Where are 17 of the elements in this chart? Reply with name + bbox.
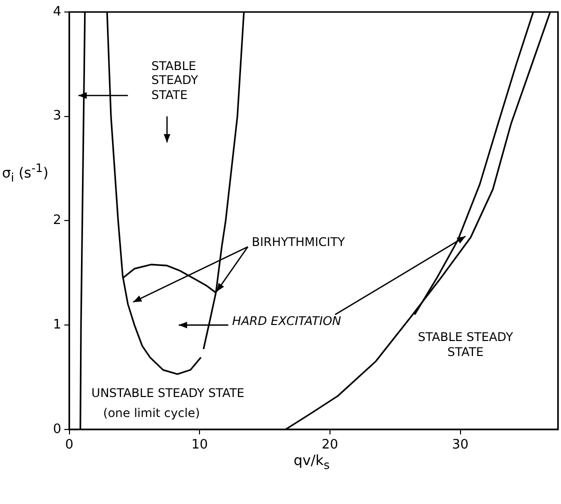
y-axis-title: σ$_{i}$ (s$^{-1}$): [2, 160, 48, 184]
y-tick-label: 2: [52, 213, 62, 228]
annotation: UNSTABLE STEADY STATE: [91, 386, 244, 400]
y-tick-label: 1: [52, 317, 62, 332]
x-tick-label: 20: [322, 438, 338, 453]
annotation: STABLE STEADY STATE: [151, 58, 200, 102]
x-tick-label: 30: [452, 438, 469, 453]
y-tick-label: 0: [52, 422, 62, 437]
annotation: (one limit cycle): [103, 406, 200, 421]
annotation: STABLE STEADY STATE: [416, 330, 514, 360]
x-tick-label: 0: [65, 438, 74, 453]
y-tick-label: 4: [52, 4, 62, 20]
annotation: HARD EXCITATION: [232, 314, 342, 328]
y-tick-label: 3: [52, 108, 62, 124]
annotation: BIRHYTHMICITY: [252, 235, 346, 250]
x-tick-label: 10: [191, 438, 208, 453]
x-axis-title: qv/k$_{s}$: [294, 453, 330, 472]
